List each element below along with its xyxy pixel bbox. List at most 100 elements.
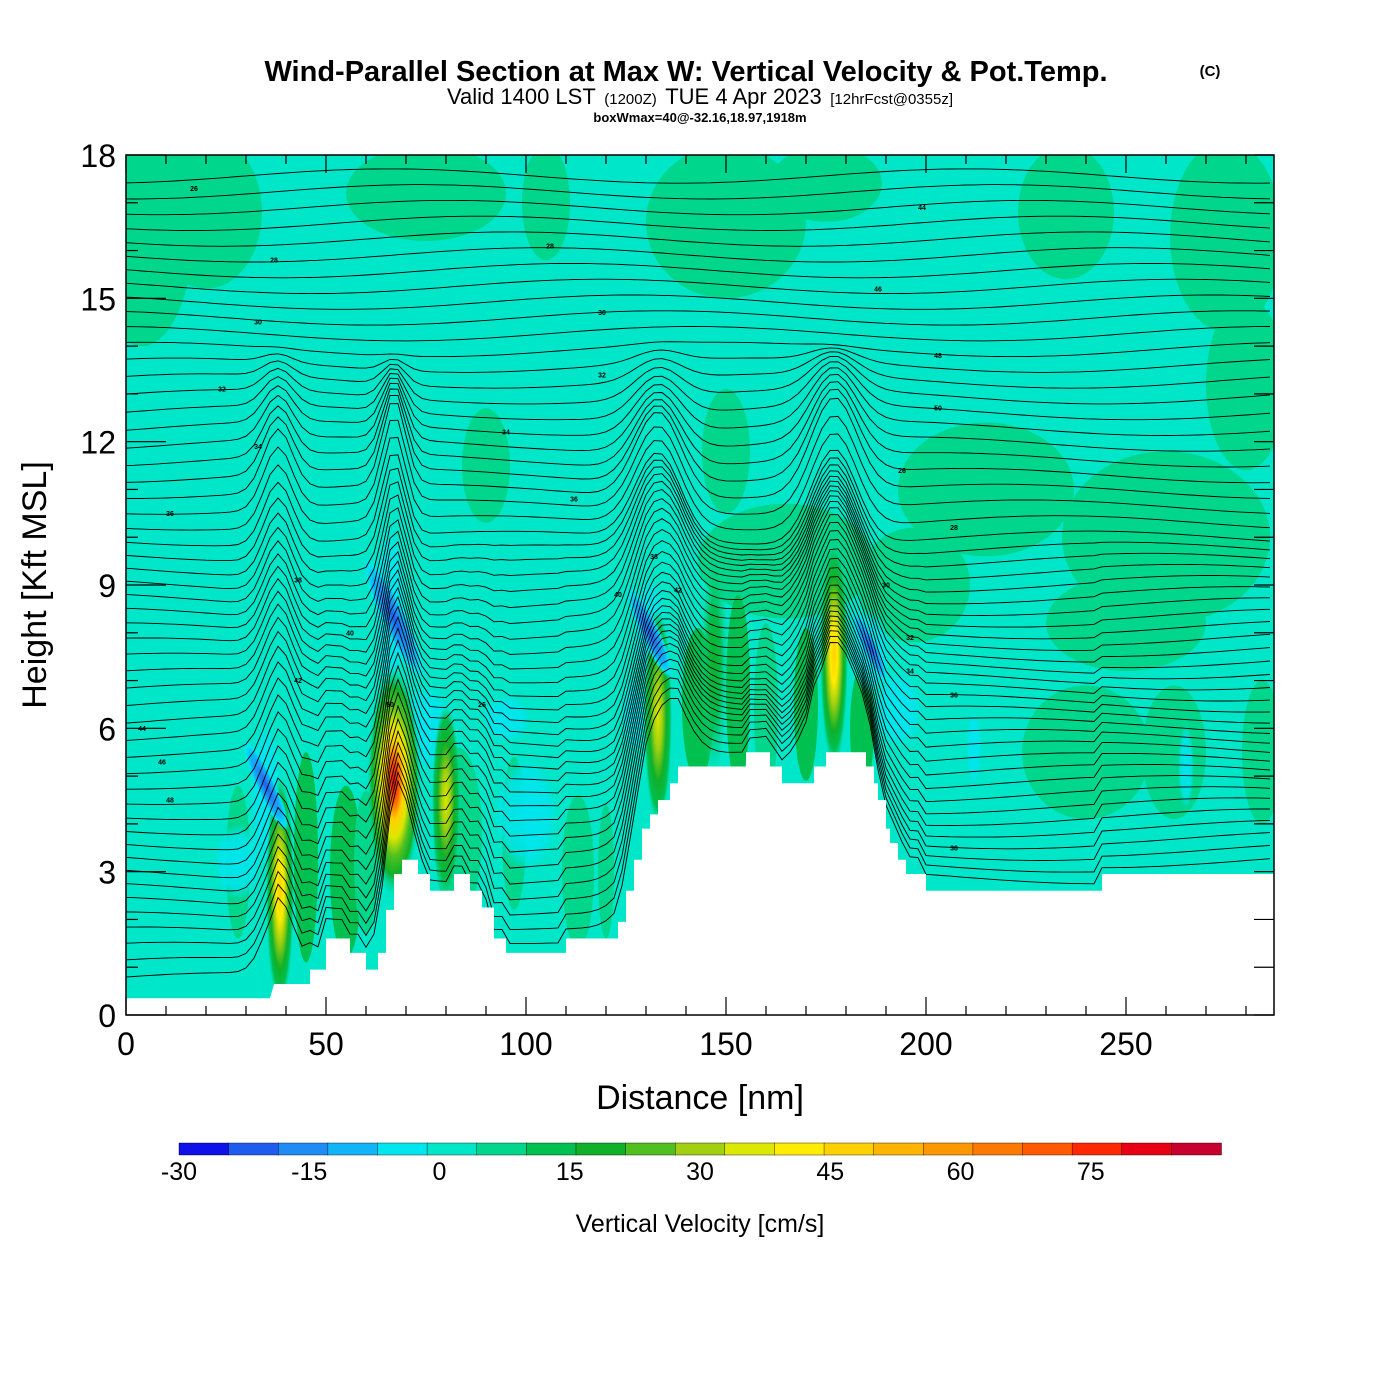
weak-updraft-region [770,155,882,222]
colorbar-tick-label: 60 [947,1158,975,1186]
theta-contour-line [126,367,1271,436]
vertical-velocity-field: 26 28 30 32 34 36 38 40 42 44 46 48 50 26 28 30 32 34 36 38… [126,155,1274,1015]
weak-updraft-region [1206,298,1274,471]
y-tick-label: 18 [80,138,116,174]
theta-contour-line [126,168,1271,184]
copyright-mark: (C) [1200,63,1221,80]
x-tick-label: 250 [1099,1026,1152,1062]
weak-updraft-region [522,155,570,261]
colorbar-swatch [426,1142,478,1156]
x-tick-label: 100 [499,1026,552,1062]
theta-contour-label: 44 [138,726,146,733]
theta-contour-line [126,625,1271,931]
colorbar-swatch [1171,1142,1222,1156]
colorbar-swatch [724,1142,776,1156]
colorbar-title: Vertical Velocity [cm/s] [576,1210,825,1238]
colorbar-swatch [526,1142,577,1156]
axis-ticks [125,154,1274,1016]
y-axis-label: Height [Kft MSL] [16,461,54,709]
weak-downdraft-region [494,757,558,872]
colorbar [178,1142,1222,1156]
theta-contour-line [126,464,1271,576]
colorbar-swatch [774,1142,825,1156]
theta-contour-label: 26 [478,702,486,709]
theta-contour-label: 48 [934,353,942,360]
theta-contour-label: 50 [386,702,394,709]
weak-updraft-region [1142,685,1206,820]
downdraft-core [626,586,674,680]
y-tick-label: 3 [98,855,116,891]
theta-contour-line [126,630,1271,944]
colorbar-swatch [1022,1142,1073,1156]
theta-contour-line [126,548,1271,775]
colorbar-swatch [327,1142,379,1156]
weak-updraft-region [294,752,318,963]
theta-contour-line [126,576,1271,821]
theta-contour-line [126,635,1271,961]
weak-updraft-region [598,804,614,939]
theta-contour-line [126,356,1271,405]
theta-contour-line [126,605,1271,879]
theta-contour-line [126,263,1271,279]
theta-contour-line [126,567,1271,805]
x-tick-label: 200 [899,1026,952,1062]
theta-contour-line [126,599,1271,865]
colorbar-swatch [873,1142,924,1156]
theta-contour-label: 34 [502,430,510,437]
theta-contour-line [126,184,1271,200]
colorbar-swatch [575,1142,627,1156]
theta-contour-line [126,470,1271,590]
weak-updraft-region [346,155,506,241]
terrain [126,752,1274,1015]
colorbar-swatch [1121,1142,1173,1156]
weak-updraft-region [562,795,594,949]
y-tick-label: 12 [80,425,116,461]
colorbar-swatch [923,1142,974,1156]
theta-contour-label: 28 [546,243,554,250]
theta-contour-line [126,294,1271,310]
updraft-core [820,542,848,767]
weak-updraft-region [794,628,818,781]
colorbar-swatch [674,1142,726,1156]
theta-contour-line [126,351,1271,389]
theta-contour-label: 26 [190,186,198,193]
theta-contour-line [126,620,1270,918]
theta-contour-line [126,341,1271,358]
x-axis-label: Distance [nm] [596,1079,804,1117]
theta-contour-line [126,310,1271,326]
y-tick-label: 9 [98,568,116,604]
y-tick-label: 15 [80,281,116,317]
theta-contour-line [126,610,1271,892]
theta-contour-line [126,373,1271,452]
theta-contour-line [126,485,1270,629]
downdraft-core [362,556,426,681]
weak-updraft-region [726,594,750,786]
weak-updraft-region [1022,685,1150,820]
updraft-core [432,704,460,896]
theta-contour-label: 46 [874,286,882,293]
colorbar-swatch [823,1142,875,1156]
y-tick-label: 0 [98,998,116,1034]
theta-contour-line [126,592,1271,851]
weak-updraft-region [1018,155,1114,280]
theta-contour-label: 44 [918,205,926,212]
theta-contour-line [126,449,1271,547]
theta-contour-line [126,507,1271,689]
colorbar-swatch [178,1142,230,1156]
theta-contour-line [126,615,1271,905]
theta-contour-label: 26 [898,468,906,475]
weak-downdraft-region [214,823,262,901]
theta-contour-line [126,381,1271,468]
theta-contour-line [126,415,1271,515]
colorbar-swatch [1071,1142,1123,1156]
weak-updraft-region [330,785,362,958]
theta-contour-label: 48 [166,798,174,805]
theta-contour-line [126,530,1271,741]
theta-contour-label: 32 [218,387,226,394]
theta-contour-label: 40 [346,630,354,637]
box-info: boxWmax=40@-32.16,18.97,1918m [593,110,806,125]
colorbar-tick-label: 30 [686,1158,714,1186]
colorbar-swatch [476,1142,528,1156]
theta-contour-label: 30 [598,310,606,317]
theta-contour-label: 36 [570,497,578,504]
